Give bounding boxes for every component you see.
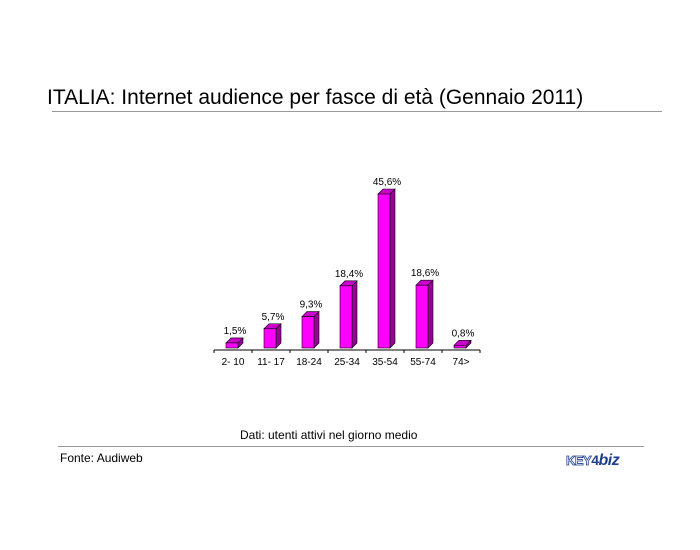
- bar: [415, 284, 429, 349]
- bar: [453, 344, 467, 349]
- category-label: 25-34: [334, 357, 360, 368]
- data-label: 0,8%: [452, 328, 475, 339]
- category-label: 2- 10: [222, 357, 245, 368]
- bar-side: [351, 280, 358, 349]
- data-label: 45,6%: [373, 177, 401, 188]
- bar-side: [313, 310, 320, 349]
- data-label: 5,7%: [262, 312, 285, 323]
- category-label: 74>: [453, 357, 470, 368]
- bar: [301, 316, 315, 349]
- data-label: 18,4%: [335, 269, 363, 280]
- data-label: 9,3%: [300, 300, 323, 311]
- bar: [377, 193, 391, 349]
- chart-title: ITALIA: Internet audience per fasce di e…: [47, 86, 584, 109]
- bar: [225, 342, 239, 349]
- bar-side: [427, 279, 434, 349]
- bar: [263, 328, 277, 349]
- data-label: 18,6%: [411, 268, 439, 279]
- key4biz-logo: KEY4biz: [566, 452, 620, 469]
- source-text: Fonte: Audiweb: [60, 451, 143, 465]
- data-label: 1,5%: [224, 326, 247, 337]
- category-label: 18-24: [296, 357, 322, 368]
- footer-divider: [58, 446, 644, 447]
- bar: [339, 285, 353, 349]
- category-label: 55-74: [410, 357, 436, 368]
- chart-caption: Dati: utenti attivi nel giorno medio: [240, 428, 418, 442]
- title-divider: [52, 111, 662, 112]
- category-label: 35-54: [372, 357, 398, 368]
- category-label: 11- 17: [257, 357, 285, 368]
- bar-chart: 1,5% 2- 10 5,7% 11- 17 9,3% 18-24 18,4% 25-34 45…: [213, 177, 481, 368]
- bar-side: [389, 188, 396, 349]
